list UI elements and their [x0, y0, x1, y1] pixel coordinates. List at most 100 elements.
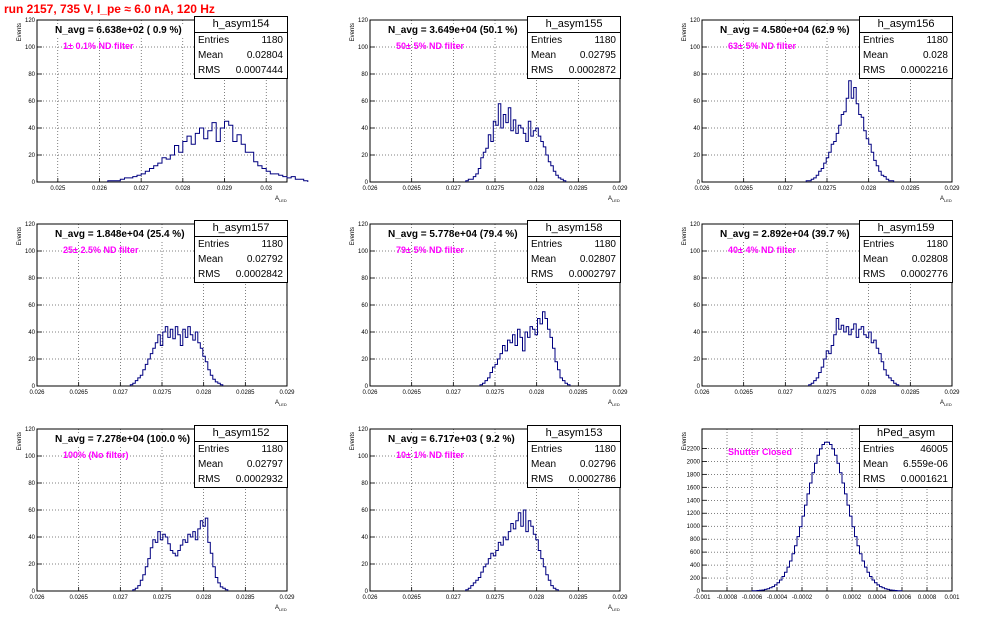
stats-label: Mean — [863, 459, 889, 470]
y-tick-label: 80 — [693, 276, 700, 282]
x-tick-label: 0.001 — [944, 595, 960, 601]
y-tick-label: 20 — [361, 562, 368, 568]
stats-row-entries: Entries 1180 — [195, 33, 287, 48]
stats-value: 0.0002932 — [235, 474, 283, 485]
navg-label: N_avg = 2.892e+04 (39.7 %) — [718, 229, 852, 240]
x-tick-label: 0.0008 — [918, 595, 937, 601]
y-tick-label: 120 — [25, 222, 36, 228]
y-tick-label: 80 — [693, 72, 700, 78]
histogram-line — [808, 318, 900, 386]
x-tick-label: 0.029 — [944, 390, 960, 396]
x-tick-label: 0.027 — [446, 186, 462, 192]
y-tick-label: 100 — [25, 45, 36, 51]
navg-label: N_avg = 5.778e+04 (79.4 %) — [386, 229, 520, 240]
histogram-pad-h_asym154: 0.025 0.026 0.027 0.028 0.029 0.03 0 20 40 60 80 10… — [9, 16, 309, 204]
stats-label: Mean — [863, 254, 889, 265]
y-tick-label: 200 — [690, 576, 701, 582]
y-tick-label: 600 — [690, 550, 701, 556]
stats-row-mean: Mean 6.559e-06 — [860, 457, 952, 472]
stats-value: 0.02807 — [579, 254, 616, 265]
y-tick-label: 40 — [693, 126, 700, 132]
x-tick-label: 0.029 — [612, 390, 628, 396]
y-tick-label: 2200 — [687, 446, 701, 452]
stats-value: 0.0001621 — [900, 474, 948, 485]
stats-box: h_asym158 Entries 1180 Mean 0.02807 RMS 0.0002… — [527, 220, 621, 283]
y-tick-label: 20 — [693, 153, 700, 159]
stats-value: 0.0002776 — [900, 269, 948, 280]
x-tick-label: 0.026 — [92, 186, 108, 192]
y-tick-label: 60 — [361, 303, 368, 309]
stats-box: h_asym153 Entries 1180 Mean 0.02796 RMS 0.0002… — [527, 425, 621, 488]
stats-value: 0.02797 — [246, 459, 283, 470]
x-tick-label: 0.026 — [694, 390, 710, 396]
histogram-line — [129, 326, 224, 386]
x-axis-label: ALED — [608, 605, 620, 612]
stats-label: RMS — [531, 269, 554, 280]
histogram-line — [805, 80, 895, 182]
y-axis-label: Events — [350, 23, 356, 41]
histogram-pad-h_asym158: 0.026 0.0265 0.027 0.0275 0.028 0.0285 0.029 0 2… — [342, 220, 638, 408]
stats-value: 1180 — [594, 35, 616, 46]
stats-row-mean: Mean 0.02804 — [195, 48, 287, 63]
x-tick-label: 0 — [825, 595, 829, 601]
x-tick-label: -0.0008 — [717, 595, 738, 601]
stats-histogram-name: h_asym156 — [860, 17, 952, 33]
stats-histogram-name: h_asym154 — [195, 17, 287, 33]
stats-box: h_asym157 Entries 1180 Mean 0.02792 RMS 0.0002… — [194, 220, 288, 283]
x-tick-label: 0.029 — [944, 186, 960, 192]
stats-row-entries: Entries 46005 — [860, 442, 952, 457]
y-tick-label: 60 — [28, 99, 35, 105]
x-tick-label: 0.027 — [778, 186, 794, 192]
stats-value: 1180 — [261, 444, 283, 455]
stats-value: 1180 — [261, 35, 283, 46]
stats-value: 0.02792 — [246, 254, 283, 265]
histogram-plot: 0.026 0.0265 0.027 0.0275 0.028 0.0285 0.029 0 2… — [682, 222, 960, 407]
y-tick-label: 60 — [361, 99, 368, 105]
y-axis-label: Events — [17, 227, 23, 245]
stats-label: RMS — [531, 65, 554, 76]
x-tick-label: 0.027 — [113, 595, 129, 601]
stats-value: 0.02795 — [579, 50, 616, 61]
stats-label: Mean — [531, 50, 557, 61]
y-tick-label: 1200 — [687, 511, 701, 517]
y-tick-label: 100 — [358, 249, 369, 255]
x-tick-label: 0.0265 — [69, 390, 88, 396]
stats-row-rms: RMS 0.0002797 — [528, 267, 620, 282]
y-tick-label: 20 — [693, 357, 700, 363]
filter-annotation: 63± 5% ND filter — [728, 41, 796, 51]
stats-row-mean: Mean 0.02797 — [195, 457, 287, 472]
y-tick-label: 40 — [361, 535, 368, 541]
stats-value: 1180 — [926, 35, 948, 46]
x-axis-label: ALED — [940, 400, 952, 407]
stats-row-rms: RMS 0.0007444 — [195, 63, 287, 78]
stats-histogram-name: h_asym159 — [860, 221, 952, 237]
stats-value: 1180 — [926, 239, 948, 250]
x-tick-label: 0.0285 — [236, 390, 255, 396]
x-tick-label: 0.028 — [861, 390, 877, 396]
x-tick-label: 0.029 — [612, 186, 628, 192]
x-tick-label: 0.0275 — [818, 390, 837, 396]
y-tick-label: 120 — [25, 18, 36, 24]
x-tick-label: 0.03 — [260, 186, 272, 192]
stats-label: RMS — [863, 474, 886, 485]
histogram-pad-hPed_asym: -0.001 -0.0008 -0.0006 -0.0004 -0.0002 0 0.000… — [674, 425, 970, 613]
navg-label: N_avg = 6.638e+02 ( 0.9 %) — [53, 25, 184, 36]
filter-annotation: 1± 0.1% ND filter — [63, 41, 134, 51]
stats-box: h_asym154 Entries 1180 Mean 0.02804 RMS 0.0007… — [194, 16, 288, 79]
y-tick-label: 40 — [361, 330, 368, 336]
y-tick-label: 20 — [28, 562, 35, 568]
histogram-line — [465, 509, 559, 591]
y-tick-label: 80 — [28, 276, 35, 282]
navg-label: N_avg = 6.717e+03 ( 9.2 %) — [386, 434, 517, 445]
y-tick-label: 60 — [361, 508, 368, 514]
y-tick-label: 400 — [690, 563, 701, 569]
histogram-pad-h_asym152: 0.026 0.0265 0.027 0.0275 0.028 0.0285 0.029 0 2… — [9, 425, 305, 613]
stats-value: 0.02804 — [246, 50, 283, 61]
x-tick-label: -0.0002 — [792, 595, 813, 601]
stats-label: Entries — [198, 239, 230, 250]
x-axis-label: ALED — [275, 605, 287, 612]
y-tick-label: 2000 — [687, 459, 701, 465]
x-tick-label: 0.028 — [529, 186, 545, 192]
histogram-line — [107, 120, 309, 182]
stats-histogram-name: h_asym155 — [528, 17, 620, 33]
